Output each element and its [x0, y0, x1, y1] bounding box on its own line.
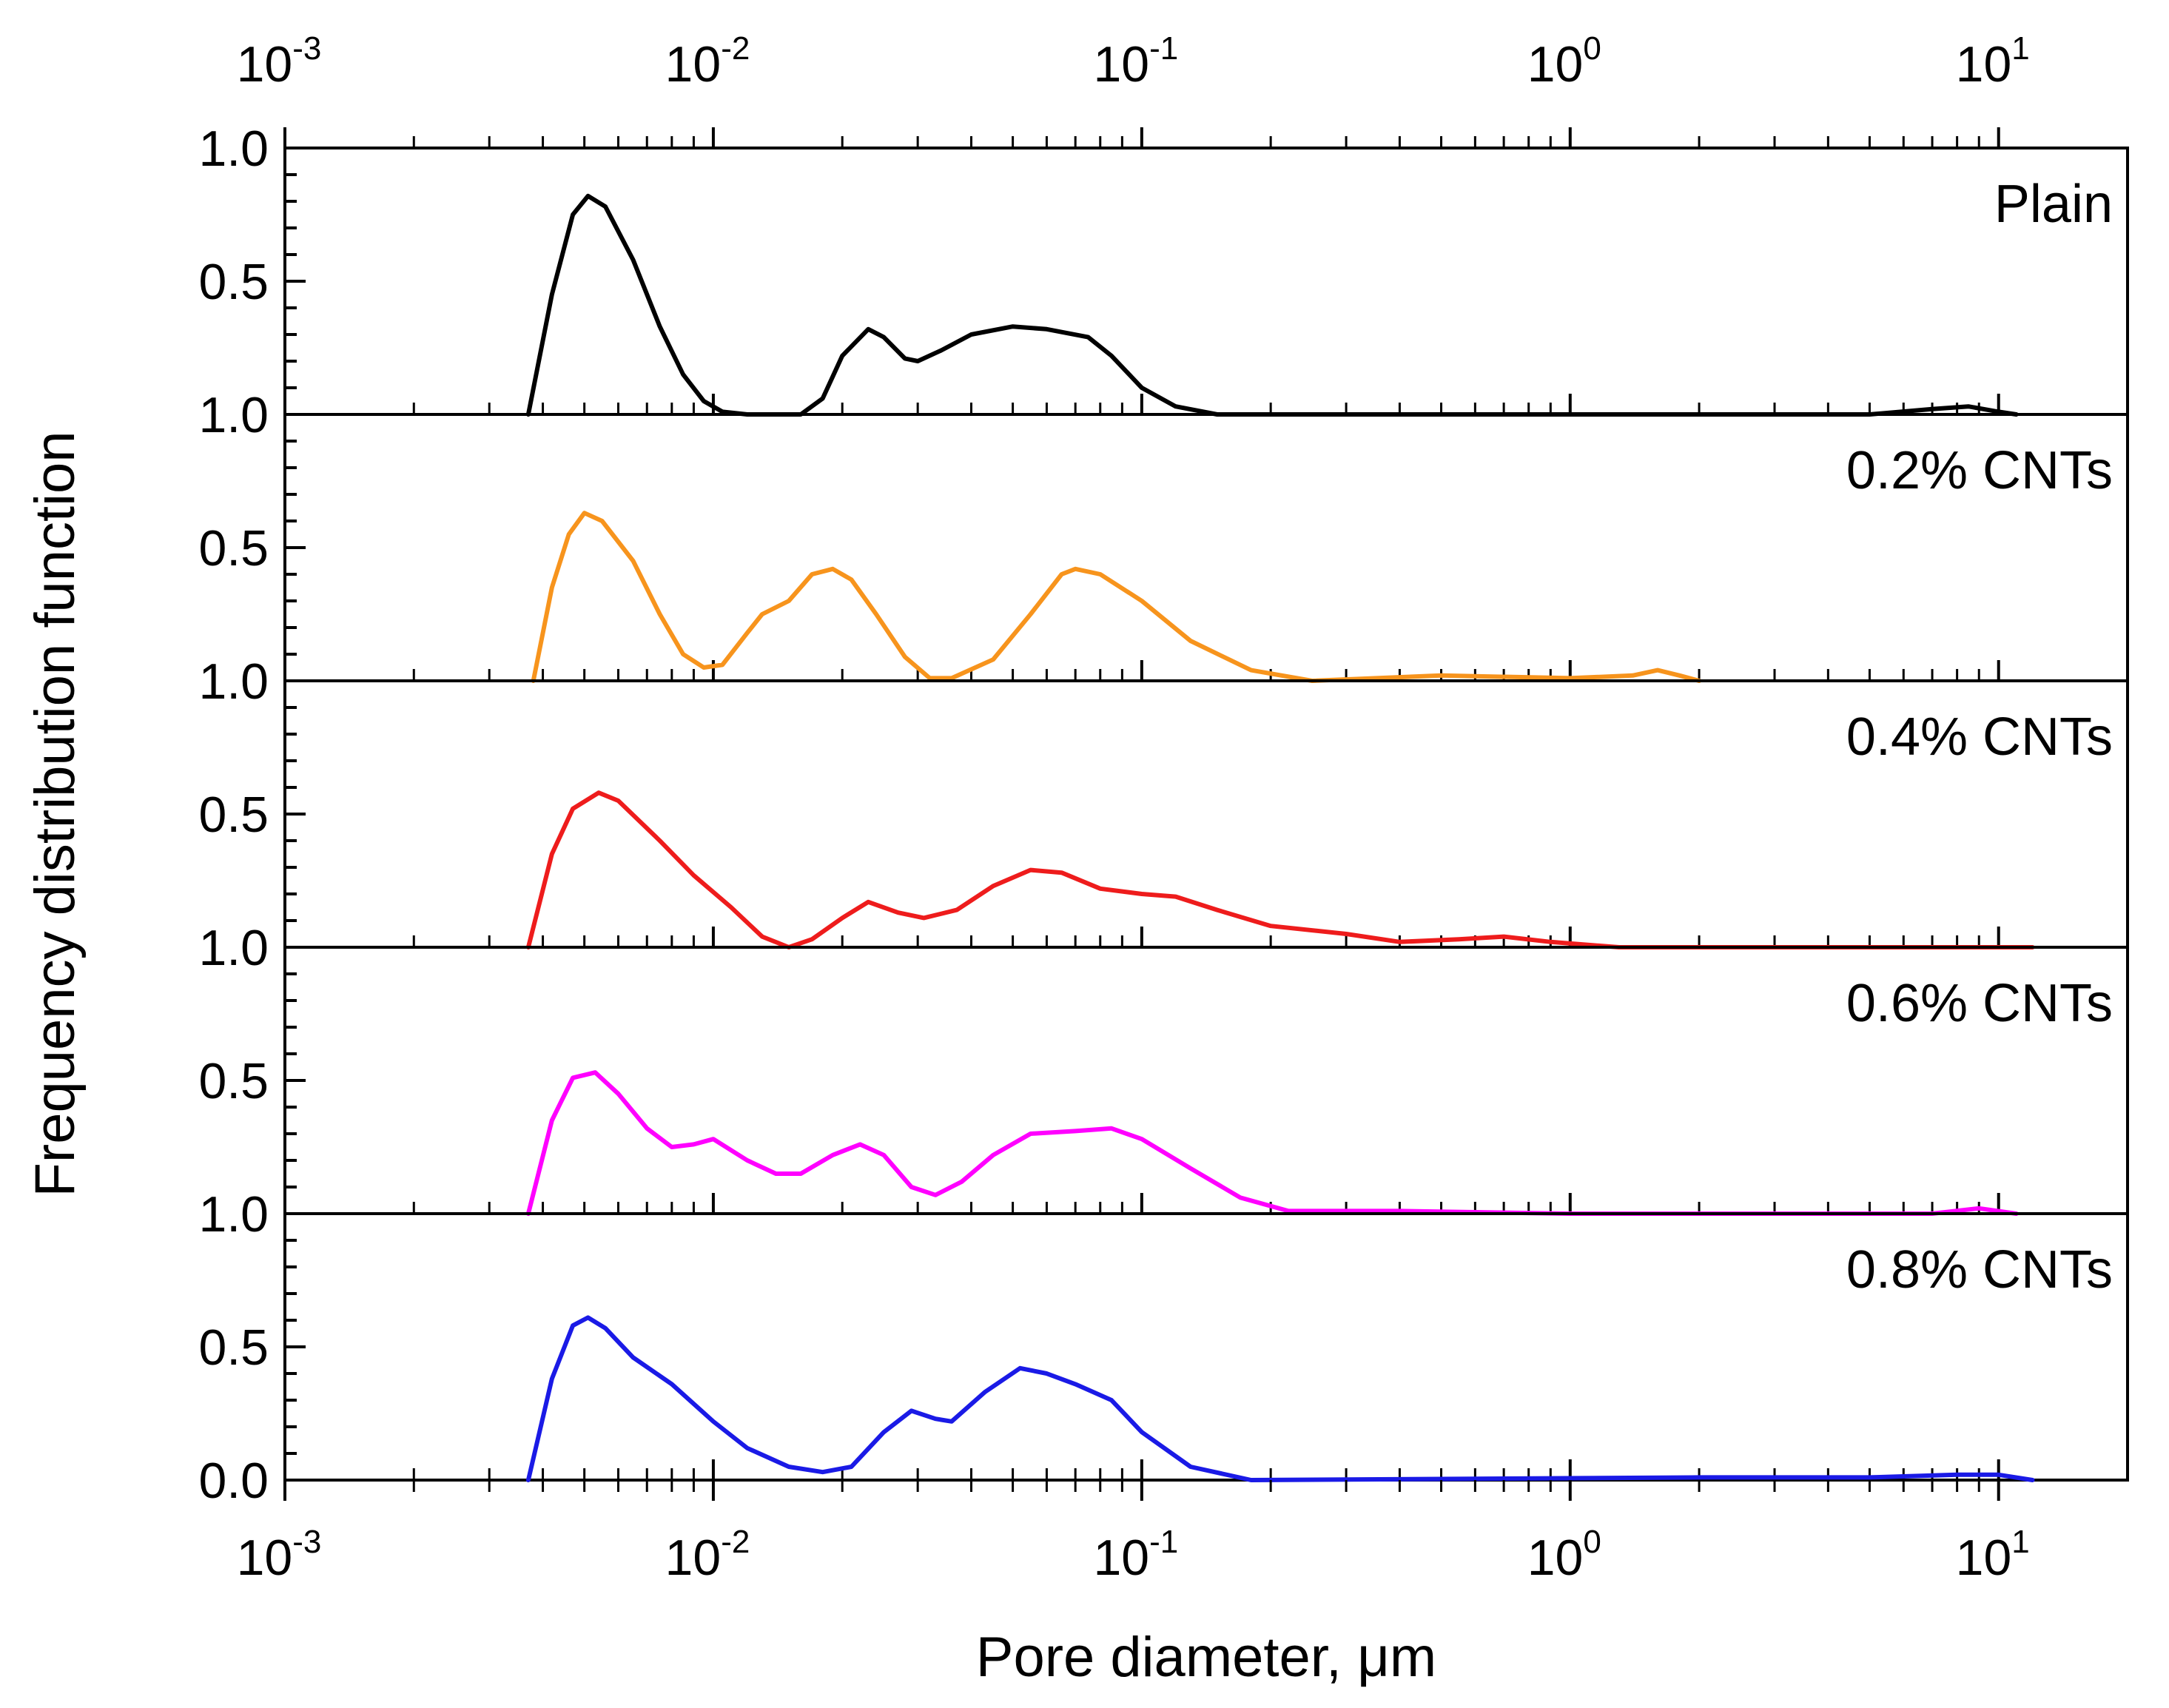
panel: 1.0 0.5 1.0 Plain: [198, 121, 2129, 443]
panel-frame: [283, 147, 2129, 416]
x-tick-label: 10-3: [237, 1524, 322, 1586]
panel: 0.5 0.0 0.8% CNTs: [198, 1212, 2129, 1509]
y-tick-label: 1.0: [198, 121, 269, 177]
y-tick-label: 1.0: [198, 653, 269, 710]
x-tick-label: 10-2: [665, 30, 750, 93]
y-tick-label: 0.5: [198, 1319, 269, 1376]
panel: 0.5 1.0 0.2% CNTs: [198, 413, 2129, 710]
y-tick-label: 0.5: [198, 787, 269, 843]
y-tick-label: 1.0: [198, 1186, 269, 1243]
chart-panels: 1.0 0.5 1.0 Plain 0.5 1.0 0.2% CNTs 0.5 1.0 0.4% …: [198, 121, 2129, 1509]
series-line: [525, 193, 2019, 417]
y-axis-title: Frequency distribution function: [24, 431, 87, 1197]
x-tick-label: 101: [1956, 1524, 2030, 1586]
y-tick-label: 0.5: [198, 520, 269, 576]
x-tick-label: 10-1: [1093, 30, 1178, 93]
panel-label: 0.8% CNTs: [1846, 1240, 2113, 1300]
x-tick-label: 100: [1527, 1524, 1601, 1586]
y-tick-label: 0.0: [198, 1453, 269, 1509]
panel-label: 0.6% CNTs: [1846, 974, 2113, 1033]
y-tick-label: 1.0: [198, 920, 269, 976]
series-line: [531, 511, 1702, 683]
series-line: [525, 1315, 2035, 1482]
x-tick-label: 100: [1527, 30, 1601, 93]
panel-label: Plain: [1994, 175, 2113, 234]
panel: 0.5 1.0 0.6% CNTs: [198, 946, 2129, 1243]
series-line: [525, 790, 2035, 949]
y-tick-label: 0.5: [198, 1053, 269, 1109]
top-x-axis: 10-3 10-2 10-1 100 101: [237, 30, 2030, 148]
x-tick-label: 101: [1956, 30, 2030, 93]
x-tick-label: 10-2: [665, 1524, 750, 1586]
x-axis-title: Pore diameter, μm: [976, 1626, 1436, 1689]
panel-label: 0.2% CNTs: [1846, 441, 2113, 500]
x-tick-label: 10-1: [1093, 1524, 1178, 1586]
panel-label: 0.4% CNTs: [1846, 707, 2113, 767]
panel: 0.5 1.0 0.4% CNTs: [198, 679, 2129, 976]
bottom-x-axis: 10-3 10-2 10-1 100 101: [237, 1480, 2030, 1586]
x-tick-label: 10-3: [237, 30, 322, 93]
y-tick-label: 1.0: [198, 387, 269, 443]
y-tick-label: 0.5: [198, 254, 269, 310]
series-line: [525, 1070, 2019, 1216]
